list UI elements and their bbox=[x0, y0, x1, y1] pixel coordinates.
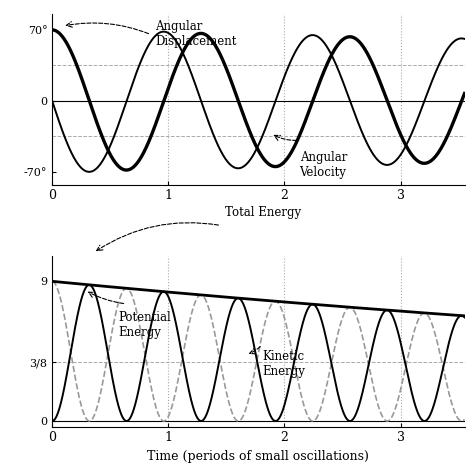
Text: Total Energy: Total Energy bbox=[225, 206, 301, 219]
Text: Potential
Energy: Potential Energy bbox=[118, 311, 171, 339]
Text: Kinetic
Energy: Kinetic Energy bbox=[263, 350, 305, 378]
Text: Angular
Displacement: Angular Displacement bbox=[155, 20, 237, 48]
Text: Angular
Velocity: Angular Velocity bbox=[300, 151, 347, 179]
X-axis label: Time (periods of small oscillations): Time (periods of small oscillations) bbox=[147, 450, 369, 463]
